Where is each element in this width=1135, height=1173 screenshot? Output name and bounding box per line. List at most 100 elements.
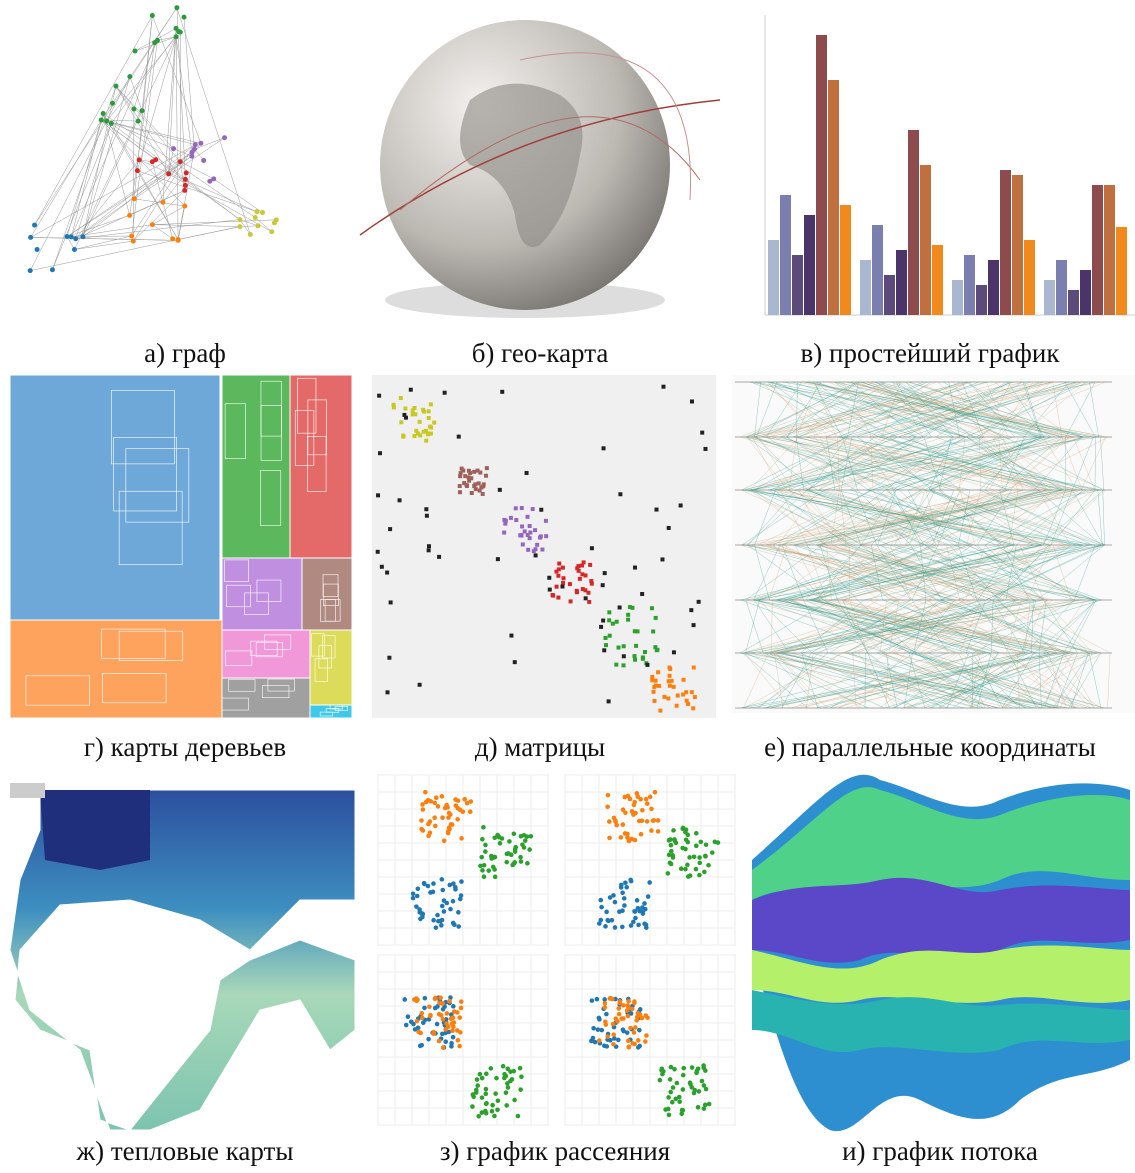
polyline [807, 381, 1085, 709]
matrix-cell [484, 473, 489, 478]
scatter-dot [483, 1108, 488, 1114]
scatter-dot [432, 1005, 438, 1011]
scatter-dot [693, 843, 699, 849]
scatter-dot [602, 997, 608, 1002]
scatter-dot [689, 1065, 695, 1070]
scatter-dot [414, 893, 420, 899]
polyline [744, 381, 1037, 709]
matrix-cell [520, 524, 525, 529]
tree-cell [322, 574, 339, 597]
edge [139, 159, 257, 212]
scatter-dot [701, 1106, 707, 1111]
tree-cell [225, 650, 253, 666]
scatter-dot [680, 1087, 686, 1092]
scatter-dot [420, 1020, 426, 1026]
scatter-dot [638, 831, 644, 837]
bar-shape [988, 260, 999, 315]
matrix-cell [547, 587, 552, 592]
matrix-cell [437, 554, 442, 559]
scatter-dot [502, 1071, 507, 1077]
polyline [846, 381, 1075, 709]
matrix-cell [514, 518, 519, 523]
scatter-dot [519, 1074, 524, 1080]
scatter-dot [440, 1045, 446, 1050]
scatter-dot [457, 1043, 462, 1049]
scatter-dot [633, 915, 638, 921]
scatter-dot [623, 880, 628, 886]
scatter-dot [481, 824, 486, 830]
node [153, 157, 159, 163]
matrix-cell [607, 633, 612, 638]
scatter-dot [432, 823, 438, 829]
scatter-dot [451, 1020, 457, 1025]
scatter-dot [607, 835, 612, 841]
scatter-dot [436, 1011, 442, 1017]
edge [106, 36, 177, 122]
scatter-dot [443, 1017, 449, 1022]
matrix-cell [424, 507, 429, 512]
scatter-dot [611, 1032, 617, 1037]
matrix-cell [519, 506, 524, 511]
tree-cell [307, 436, 327, 492]
scatter-dot [488, 1066, 494, 1071]
polyline [876, 381, 1072, 709]
node [198, 140, 204, 146]
matrix-cell [557, 561, 562, 566]
edge [133, 42, 155, 110]
scatter-dot [439, 794, 445, 799]
scatter-dot [446, 1029, 452, 1035]
matrix-cell [410, 408, 415, 413]
scatter-dot [428, 1013, 433, 1019]
scatter-dot [518, 854, 523, 860]
matrix-cell [408, 387, 413, 392]
scatter-dot [616, 1037, 621, 1043]
scatter-dot [612, 925, 618, 930]
matrix-cell [402, 412, 407, 417]
matrix-cell [533, 553, 538, 558]
node [173, 34, 179, 40]
tree-cell [244, 592, 269, 615]
matrix-cell [560, 584, 565, 589]
edge [175, 28, 179, 240]
matrix-cell [630, 605, 635, 610]
matrix-cell [681, 677, 686, 682]
polyline [774, 381, 1070, 709]
scatter-dot [527, 847, 532, 852]
polyline [753, 381, 1093, 709]
bar-shape [840, 205, 851, 315]
scatter-dot [626, 1038, 631, 1044]
scatter-dot [448, 822, 454, 827]
scatter-dot [604, 909, 609, 915]
matrix-cell [651, 629, 656, 634]
arc [519, 52, 692, 201]
matrix-cell [696, 599, 701, 604]
matrix-cell [650, 674, 655, 679]
node [34, 246, 40, 252]
matrix-cell [601, 618, 606, 623]
scatter-dot [607, 819, 612, 824]
polyline [750, 381, 1037, 709]
scatter-dot [440, 815, 445, 820]
scatter-dot [680, 1072, 686, 1078]
tree-cell [267, 678, 295, 692]
polyline [767, 381, 1078, 709]
tree-cell [323, 583, 339, 606]
matrix-cell [579, 563, 584, 568]
scatter-dot [490, 1102, 495, 1108]
scatter-dot [483, 1086, 489, 1092]
tree-cell [297, 377, 317, 434]
scatter-dot [495, 832, 500, 838]
matrix-cell [480, 491, 485, 496]
node [130, 238, 136, 244]
polyline [848, 381, 1103, 709]
bar-shape [860, 260, 871, 315]
scatter-dot [614, 822, 619, 828]
node [181, 14, 187, 20]
scatter-dot [423, 789, 428, 795]
scatter-dot [595, 1027, 601, 1032]
polyline [749, 381, 991, 709]
matrix-cell [476, 481, 481, 486]
polyline [777, 381, 1010, 709]
scatter-dot [660, 1071, 665, 1077]
matrix-cell [635, 629, 640, 634]
